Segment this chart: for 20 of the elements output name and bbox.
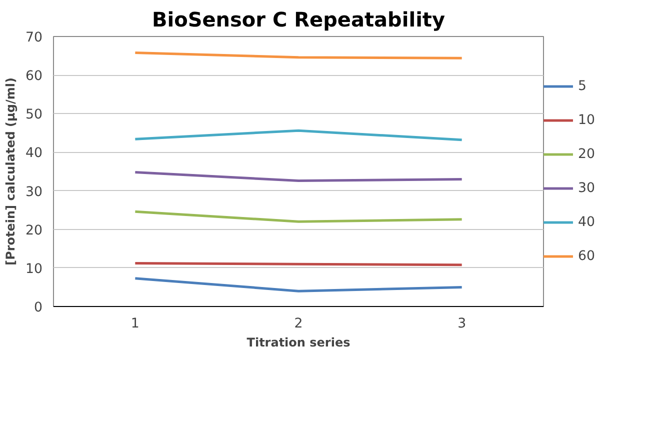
legend-label: 10 — [578, 112, 596, 128]
x-tick-label: 3 — [458, 316, 466, 332]
y-tick-label: 30 — [26, 184, 43, 200]
y-tick-label: 20 — [26, 223, 43, 238]
y-tick-label: 50 — [26, 108, 43, 123]
legend-label: 40 — [578, 214, 596, 230]
y-tick-label: 60 — [26, 69, 43, 84]
x-tick-label: 2 — [294, 316, 303, 332]
legend-label: 60 — [578, 248, 596, 264]
y-tick-label: 40 — [26, 146, 43, 162]
y-tick-label: 70 — [26, 30, 43, 46]
x-axis-title: Titration series — [246, 336, 350, 350]
legend-label: 5 — [578, 78, 588, 94]
legend-label: 30 — [578, 180, 596, 196]
x-tick-label: 1 — [130, 316, 140, 332]
legend-label: 20 — [578, 146, 596, 162]
chart-title: BioSensor C Repeatability — [152, 8, 446, 32]
y-tick-label: 10 — [26, 262, 43, 277]
y-tick-label: 0 — [34, 300, 43, 316]
y-axis-title: [Protein] calculated (µg/ml) — [4, 78, 18, 266]
